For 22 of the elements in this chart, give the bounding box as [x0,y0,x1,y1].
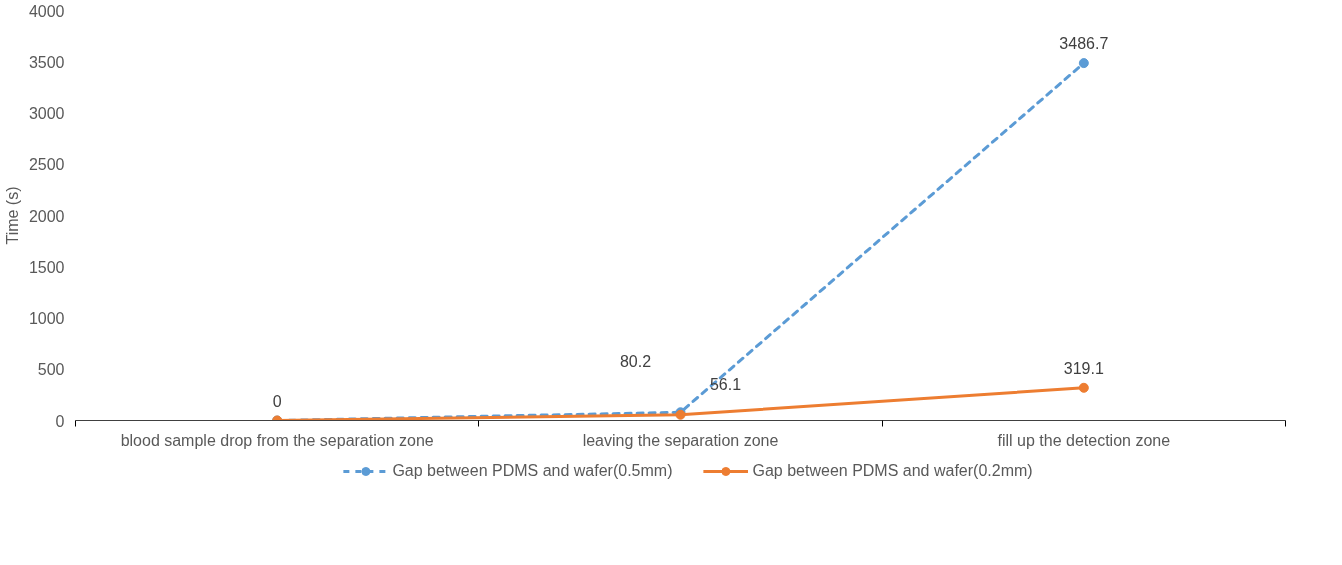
y-tick-label: 3500 [28,53,65,71]
data-label: 80.2 [619,353,652,371]
point [1078,382,1089,393]
y-tick-label: 4000 [28,2,65,20]
legend-label: Gap between PDMS and wafer(0.5mm) [392,461,673,481]
y-tick-label: 2000 [28,207,65,225]
x-tick-label: blood sample drop from the separation zone [120,431,434,449]
y-tick-label: 3000 [28,105,65,122]
data-label: 319.1 [1063,359,1104,377]
y-tick-label: 500 [37,361,65,379]
data-label: 3486.7 [1059,35,1109,53]
y-axis-title: Time (s) [3,186,21,245]
y-tick-label: 2500 [28,156,65,174]
x-tick-label: leaving the separation zone [582,431,779,449]
point [1078,58,1089,69]
y-tick-label: 0 [55,412,65,430]
y-tick-label: 1000 [28,310,65,327]
data-label: 56.1 [709,375,742,393]
data-label: 0 [272,392,282,410]
x-tick-label: fill up the detection zone [997,431,1171,449]
legend-label: Gap between PDMS and wafer(0.2mm) [752,461,1033,481]
y-tick-label: 1500 [28,258,65,276]
